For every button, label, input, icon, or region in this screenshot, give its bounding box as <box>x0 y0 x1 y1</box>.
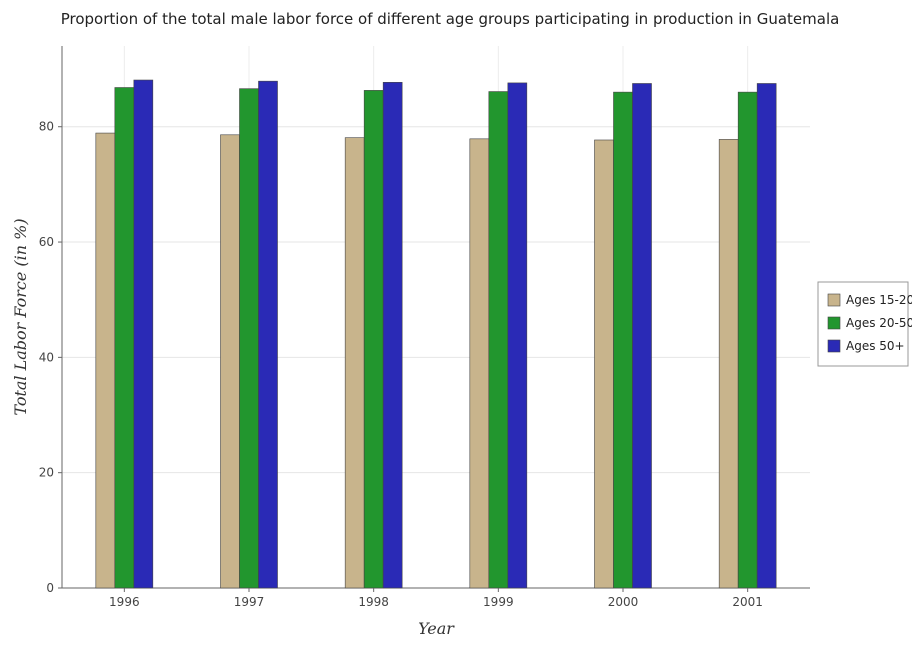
bar <box>614 92 633 588</box>
y-tick-labels: 0 20 40 60 80 <box>39 120 62 595</box>
y-tick-label: 40 <box>39 350 54 364</box>
bar <box>489 92 508 588</box>
x-tick-label: 1999 <box>483 595 514 609</box>
x-tick-label: 1997 <box>234 595 265 609</box>
legend-swatch <box>828 340 840 352</box>
bar <box>115 88 134 588</box>
bar <box>259 81 278 588</box>
y-tick-label: 80 <box>39 120 54 134</box>
legend-swatch <box>828 317 840 329</box>
x-tick-label: 2000 <box>608 595 639 609</box>
legend-label: Ages 15-20 <box>846 293 912 307</box>
bar <box>221 135 240 588</box>
legend: Ages 15-20 Ages 20-50 Ages 50+ <box>818 282 912 366</box>
x-tick-label: 2001 <box>732 595 763 609</box>
plot-area: 1996 1997 1998 1999 2000 2001 0 20 40 60 80 <box>39 46 810 609</box>
y-tick-label: 60 <box>39 235 54 249</box>
bar <box>383 82 402 588</box>
y-tick-label: 0 <box>46 581 54 595</box>
bar <box>595 140 614 588</box>
x-tick-labels: 1996 1997 1998 1999 2000 2001 <box>109 588 763 609</box>
bar <box>508 83 527 588</box>
bar <box>738 92 757 588</box>
bar <box>345 138 364 588</box>
x-tick-label: 1996 <box>109 595 140 609</box>
legend-label: Ages 50+ <box>846 339 905 353</box>
bar <box>633 83 652 588</box>
bar <box>96 133 115 588</box>
plot-background <box>62 46 810 588</box>
bar <box>719 139 738 588</box>
legend-swatch <box>828 294 840 306</box>
y-axis-label: Total Labor Force (in %) <box>11 218 30 415</box>
bar <box>240 89 259 588</box>
y-tick-label: 20 <box>39 466 54 480</box>
x-tick-label: 1998 <box>358 595 389 609</box>
bar <box>134 80 153 588</box>
bar <box>364 90 383 588</box>
bar <box>470 139 489 588</box>
bar <box>757 83 776 588</box>
chart-title: Proportion of the total male labor force… <box>61 10 840 28</box>
legend-label: Ages 20-50 <box>846 316 912 330</box>
x-axis-label: Year <box>418 619 455 638</box>
